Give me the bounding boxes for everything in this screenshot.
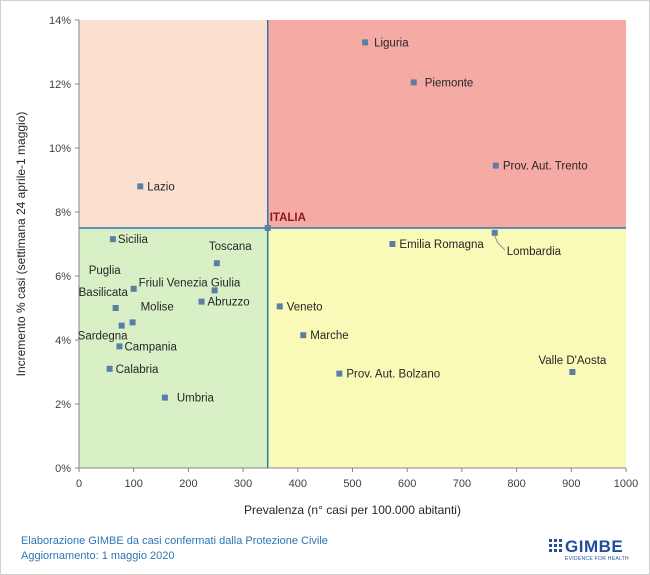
data-point-label: Puglia — [89, 265, 122, 277]
y-tick-label: 6% — [55, 271, 71, 283]
data-point-label: Abruzzo — [208, 297, 250, 309]
y-axis-ticks: 0% 2% 4% 6% 8% 10% 12% 14% — [49, 15, 79, 475]
data-point-marker — [211, 287, 218, 294]
quadrant-top-left — [79, 20, 268, 228]
x-tick-label: 900 — [562, 478, 580, 490]
data-point-label: Valle D'Aosta — [538, 355, 606, 367]
data-point-marker — [106, 365, 113, 372]
data-point-marker — [137, 183, 144, 190]
data-point-label: Friuli Venezia Giulia — [139, 277, 241, 289]
data-point-label: Emilia Romagna — [399, 239, 484, 251]
x-tick-label: 600 — [398, 478, 416, 490]
data-point-marker — [362, 39, 369, 46]
data-point-marker — [118, 322, 125, 329]
gimbe-logo-wordmark: GIMBE — [565, 537, 624, 556]
data-point-label: Lombardia — [507, 246, 562, 258]
data-point-label: Veneto — [287, 301, 323, 313]
x-tick-label: 0 — [76, 478, 82, 490]
y-tick-label: 8% — [55, 207, 71, 219]
data-point-label: Umbria — [177, 393, 215, 405]
x-tick-label: 300 — [234, 478, 252, 490]
y-tick-label: 14% — [49, 15, 71, 27]
data-point-label: Sicilia — [118, 234, 149, 246]
x-tick-label: 500 — [343, 478, 361, 490]
update-date-note: Aggiornamento: 1 maggio 2020 — [21, 550, 175, 562]
label-leader-line — [494, 235, 506, 251]
data-point-label: Calabria — [116, 364, 159, 376]
data-point-label: Toscana — [209, 241, 252, 253]
data-point-label: Prov. Aut. Trento — [503, 161, 588, 173]
data-point-marker — [492, 162, 499, 169]
data-point-marker — [389, 241, 396, 247]
data-point-label: Prov. Aut. Bolzano — [346, 369, 440, 381]
data-point-marker — [161, 394, 168, 401]
reference-point-marker — [264, 225, 271, 231]
data-point-marker — [410, 79, 417, 86]
data-point-marker — [129, 319, 136, 326]
gimbe-logo-mark-icon — [549, 539, 562, 552]
data-point-marker — [112, 305, 119, 311]
data-point-marker — [569, 369, 576, 375]
y-tick-label: 0% — [55, 463, 71, 475]
scatter-chart: 0 100 200 300 400 500 600 700 800 900 1000 0% 2% 4% 6… — [14, 15, 638, 517]
data-point-label: Piemonte — [425, 77, 474, 89]
quadrant-top-right — [267, 20, 626, 228]
x-tick-label: 200 — [179, 478, 197, 490]
gimbe-logo-tagline: EVIDENCE FOR HEALTH — [565, 556, 629, 562]
x-tick-label: 800 — [507, 478, 525, 490]
source-note: Elaborazione GIMBE da casi confermati da… — [21, 535, 328, 547]
data-point-marker — [213, 260, 220, 267]
data-point-label: Marche — [310, 330, 348, 342]
quadrant-backgrounds — [79, 20, 626, 468]
quadrant-bottom-left — [79, 228, 268, 468]
data-points — [106, 39, 576, 401]
data-point-label: Liguria — [374, 37, 409, 49]
y-tick-label: 4% — [55, 335, 71, 347]
x-tick-label: 1000 — [614, 478, 638, 490]
x-tick-label: 100 — [125, 478, 143, 490]
reference-lines — [79, 20, 626, 468]
y-tick-label: 10% — [49, 143, 71, 155]
data-point-marker — [109, 236, 116, 243]
x-tick-label: 400 — [289, 478, 307, 490]
data-point-label: Molise — [141, 301, 174, 313]
gimbe-logo: GIMBE EVIDENCE FOR HEALTH — [549, 537, 629, 565]
data-point-marker — [300, 332, 307, 339]
data-point-marker — [116, 343, 123, 350]
y-tick-label: 2% — [55, 399, 71, 411]
data-point-marker — [491, 229, 498, 236]
data-point-label: Lazio — [147, 181, 175, 193]
x-axis-label: Prevalenza (n° casi per 100.000 abitanti… — [244, 503, 461, 517]
data-point-marker — [130, 285, 137, 292]
x-axis-ticks: 0 100 200 300 400 500 600 700 800 900 1000 — [76, 468, 638, 490]
data-point-label: Campania — [124, 341, 177, 353]
reference-label-italia: ITALIA — [270, 212, 306, 224]
y-axis-label: Incremento % casi (settimana 24 aprile-1… — [14, 112, 28, 377]
data-point-marker — [336, 370, 343, 377]
data-point-marker — [276, 303, 283, 310]
data-point-labels: Liguria Piemonte Prov. Aut. Trento Lazio Emi… — [78, 37, 607, 404]
data-point-label: Basilicata — [79, 287, 129, 299]
quadrant-bottom-right — [267, 228, 626, 468]
data-point-marker — [198, 298, 205, 305]
label-leader-lines — [494, 235, 506, 251]
x-tick-label: 700 — [453, 478, 471, 490]
y-tick-label: 12% — [49, 79, 71, 91]
data-point-label: Sardegna — [78, 331, 128, 343]
